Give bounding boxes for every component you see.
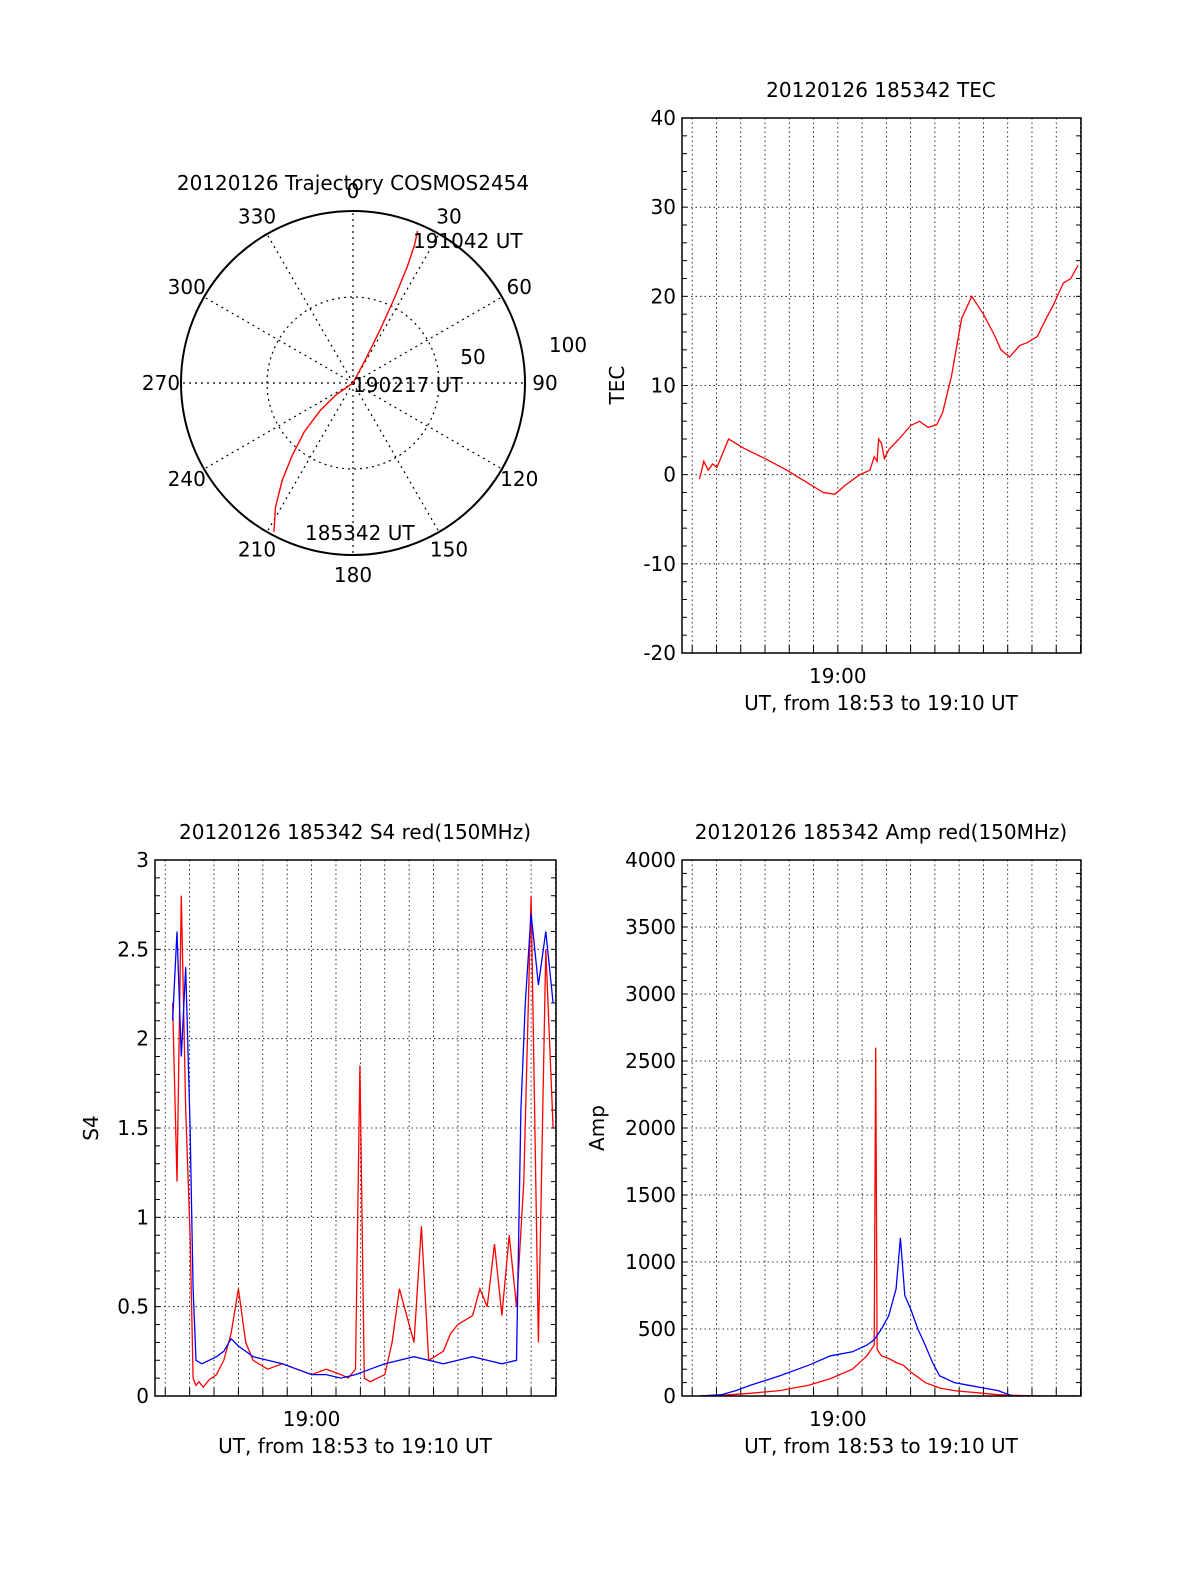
s4-grid xyxy=(155,859,557,1397)
tec-x-tick-label: 19:00 xyxy=(809,664,867,688)
tec-y-tick-label: 40 xyxy=(651,106,676,130)
s4-title: 20120126 185342 S4 red(150MHz) xyxy=(179,820,531,844)
polar-azimuth-label-150: 150 xyxy=(430,537,468,561)
polar-spoke-150 xyxy=(352,382,440,533)
polar-radial-label-50: 50 xyxy=(460,345,485,369)
amp-axes-frame xyxy=(681,859,1082,1397)
s4-y-tick-label: 1.5 xyxy=(117,1116,149,1140)
amp-y-tick-label: 500 xyxy=(638,1317,676,1341)
polar-spoke-120 xyxy=(352,382,503,470)
amp-series-line-0 xyxy=(699,1047,1079,1396)
tec-series xyxy=(698,264,1079,495)
s4-panel: 20120126 185342 S4 red(150MHz) 0 0.5 1 1.5 2… xyxy=(79,820,557,1458)
tec-title: 20120126 185342 TEC xyxy=(766,78,996,102)
amp-y-tick-label: 3000 xyxy=(625,982,676,1006)
s4-y-ticks: 0 0.5 1 1.5 2 2.5 3 xyxy=(117,848,149,1408)
amp-grid xyxy=(682,859,1082,1397)
amp-title: 20120126 185342 Amp red(150MHz) xyxy=(695,820,1067,844)
tec-axes-frame xyxy=(681,117,1082,654)
tec-y-tick-label: -10 xyxy=(643,552,676,576)
polar-spoke-60 xyxy=(352,296,503,384)
trajectory-start-label: 185342 UT xyxy=(305,521,415,545)
tec-y-ticks: -20 -10 0 10 20 30 40 xyxy=(643,106,676,665)
tec-y-label: TEC xyxy=(605,366,629,406)
amp-y-tick-label: 2500 xyxy=(625,1049,676,1073)
polar-azimuth-label-30: 30 xyxy=(436,205,461,229)
amp-y-tick-label: 0 xyxy=(663,1384,676,1408)
polar-azimuth-label-330: 330 xyxy=(238,205,276,229)
trajectory-end-label: 191042 UT xyxy=(413,229,523,253)
polar-spoke-330 xyxy=(266,233,354,384)
amp-series-line-1 xyxy=(699,1237,1079,1396)
s4-axes-frame xyxy=(154,859,557,1397)
amp-y-tick-label: 1000 xyxy=(625,1250,676,1274)
polar-azimuth-label-180: 180 xyxy=(334,563,372,587)
amp-x-tick-label: 19:00 xyxy=(809,1407,867,1431)
trajectory-panel: 20120126 Trajectory COSMOS2454 0 30 60 90 12… xyxy=(142,171,587,587)
tec-y-tick-label: 10 xyxy=(651,374,676,398)
s4-y-tick-label: 3 xyxy=(136,848,149,872)
amp-x-label: UT, from 18:53 to 19:10 UT xyxy=(744,1434,1019,1458)
polar-outer-circle xyxy=(180,210,526,556)
s4-series-line-1 xyxy=(171,913,554,1379)
amp-y-label: Amp xyxy=(585,1105,609,1151)
s4-x-label: UT, from 18:53 to 19:10 UT xyxy=(218,1434,493,1458)
polar-azimuth-label-270: 270 xyxy=(142,371,180,395)
amp-panel: 20120126 185342 Amp red(150MHz) 0 500 1000… xyxy=(585,820,1082,1458)
tec-x-label: UT, from 18:53 to 19:10 UT xyxy=(744,691,1019,715)
tec-y-tick-label: 30 xyxy=(651,195,676,219)
polar-spoke-240 xyxy=(203,382,354,470)
s4-y-tick-label: 0.5 xyxy=(117,1295,149,1319)
polar-spoke-210 xyxy=(266,382,354,533)
polar-spoke-300 xyxy=(203,296,354,384)
polar-azimuth-label-60: 60 xyxy=(507,275,532,299)
polar-azimuth-label-300: 300 xyxy=(168,275,206,299)
tec-y-tick-label: -20 xyxy=(643,641,676,665)
tec-grid xyxy=(682,117,1082,654)
polar-azimuth-label-0: 0 xyxy=(347,179,360,203)
trajectory-mid-label: 190217 UT xyxy=(353,373,463,397)
polar-azimuth-label-90: 90 xyxy=(532,371,557,395)
s4-x-tick-label: 19:00 xyxy=(283,1407,341,1431)
polar-azimuth-label-120: 120 xyxy=(500,467,538,491)
s4-y-tick-label: 2.5 xyxy=(117,937,149,961)
tec-panel: 20120126 185342 TEC -20 -10 0 10 20 30 40 19:0… xyxy=(605,78,1082,715)
trajectory-line xyxy=(273,230,419,532)
tec-y-tick-label: 20 xyxy=(651,284,676,308)
polar-azimuth-label-210: 210 xyxy=(238,537,276,561)
amp-y-ticks: 0 500 1000 1500 2000 2500 3000 3500 4000 xyxy=(625,848,676,1408)
s4-y-label: S4 xyxy=(79,1115,103,1140)
tec-y-tick-label: 0 xyxy=(663,463,676,487)
s4-y-tick-label: 0 xyxy=(136,1384,149,1408)
s4-y-tick-label: 1 xyxy=(136,1205,149,1229)
polar-spoke-30 xyxy=(352,233,440,384)
polar-azimuth-labels: 0 30 60 90 120 150 180 210 240 270 300 330 xyxy=(142,179,558,587)
amp-y-tick-label: 4000 xyxy=(625,848,676,872)
polar-azimuth-label-240: 240 xyxy=(168,467,206,491)
amp-series xyxy=(699,1047,1079,1396)
tec-series-line-0 xyxy=(698,264,1079,495)
amp-y-tick-label: 1500 xyxy=(625,1183,676,1207)
polar-radial-label-100: 100 xyxy=(549,333,587,357)
s4-y-tick-label: 2 xyxy=(136,1027,149,1051)
amp-y-tick-label: 2000 xyxy=(625,1116,676,1140)
polar-spokes xyxy=(181,211,525,555)
trajectory-title: 20120126 Trajectory COSMOS2454 xyxy=(177,171,529,195)
amp-y-tick-label: 3500 xyxy=(625,915,676,939)
s4-series-line-0 xyxy=(171,895,554,1389)
s4-series xyxy=(171,895,554,1389)
